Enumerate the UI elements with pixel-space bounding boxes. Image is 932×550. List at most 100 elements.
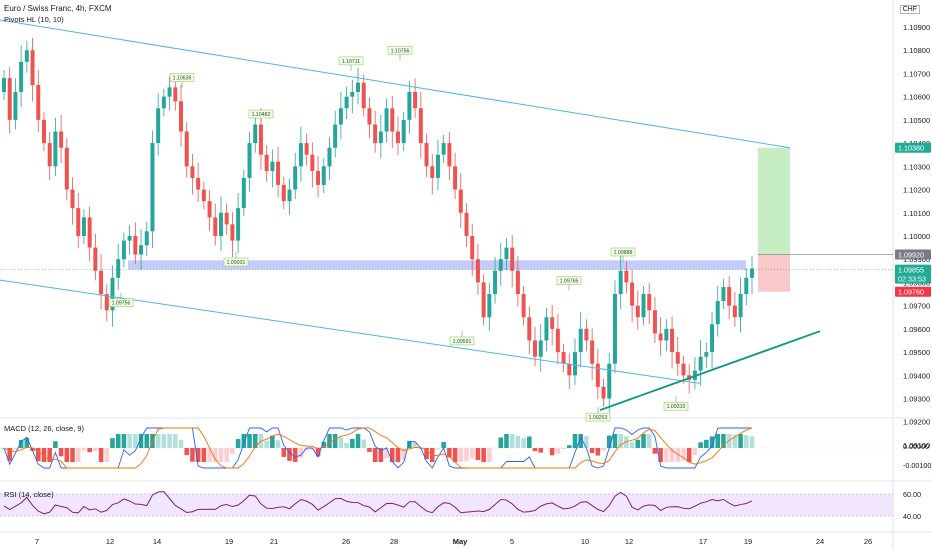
macd-histogram-bar <box>35 448 41 462</box>
candle-body <box>538 340 543 357</box>
macd-histogram-bar <box>201 448 207 462</box>
candle-body <box>316 170 321 185</box>
macd-histogram-bar <box>515 435 521 448</box>
candle-body <box>201 189 206 202</box>
price-tick-label: 1.09700 <box>903 302 930 311</box>
macd-histogram-bar <box>212 448 218 462</box>
macd-histogram-bar <box>532 448 538 452</box>
price-tag <box>895 249 931 260</box>
price-tick-label: 1.10000 <box>903 232 930 241</box>
macd-title[interactable]: MACD (12, 26, close, 9) <box>4 424 85 433</box>
trendline-support <box>599 330 821 411</box>
pivot-label: 1.09756 <box>112 301 131 307</box>
time-tick-label: 14 <box>153 537 161 546</box>
candle-body <box>487 294 492 318</box>
indicator-title[interactable]: Pivots HL (10, 10) <box>4 15 64 24</box>
candle-body <box>424 143 429 167</box>
time-tick-label: 12 <box>625 537 633 546</box>
pivot-label: 1.10639 <box>173 76 192 82</box>
candle-body <box>493 270 498 295</box>
candle-body <box>595 363 600 387</box>
symbol-title[interactable]: Euro / Swiss Franc, 4h, FXCM <box>4 4 112 13</box>
pivot-label-box <box>449 336 475 346</box>
macd-histogram-bar <box>224 448 229 462</box>
candle-body <box>744 277 749 295</box>
candle-body <box>24 50 29 62</box>
price-tick-label: 1.10500 <box>903 116 930 125</box>
pivot-label: 1.10756 <box>391 48 410 54</box>
macd-histogram-bar <box>549 448 555 456</box>
channel-lower <box>0 279 701 384</box>
candle-body <box>561 352 566 364</box>
macd-histogram-bar <box>344 442 349 448</box>
macd-histogram-bar <box>652 448 658 454</box>
macd-histogram-bar <box>709 436 715 448</box>
candle-body <box>298 143 303 167</box>
time-tick-label: May <box>453 537 468 546</box>
candle-body <box>13 92 18 120</box>
candle-body <box>590 340 595 364</box>
candle-body <box>521 294 526 318</box>
macd-histogram-bar <box>715 434 721 448</box>
macd-histogram-bar <box>664 448 669 462</box>
candle-body <box>435 154 440 178</box>
pivot-label-box <box>663 401 689 411</box>
macd-histogram-bar <box>704 439 709 448</box>
macd-histogram-bar <box>315 448 321 457</box>
macd-histogram-bar <box>372 448 378 462</box>
candle-body <box>327 147 332 167</box>
macd-histogram-bar <box>504 434 509 448</box>
currency-badge[interactable]: CHF <box>899 5 920 14</box>
candle-body <box>441 143 446 155</box>
macd-histogram-bar <box>292 448 298 462</box>
macd-histogram-bar <box>264 440 269 448</box>
macd-histogram-bar <box>64 448 70 462</box>
candle-body <box>230 224 235 241</box>
candle-body <box>498 259 503 271</box>
candle-body <box>624 270 629 283</box>
pivot-labels: 1.09756 1.10639 1.09931 1.10482 1.10711 1.107… <box>108 46 689 422</box>
candle-body <box>213 217 218 236</box>
macd-histogram-bar <box>521 438 526 448</box>
candle-body <box>390 108 395 132</box>
macd-histogram-bar <box>178 439 184 448</box>
macd-histogram-bar <box>561 448 566 450</box>
pivot-label-box <box>108 298 134 307</box>
candle-body <box>99 270 104 295</box>
macd-histogram-bar <box>469 448 475 459</box>
candle-body <box>121 240 126 260</box>
candle-body <box>647 294 652 311</box>
rsi-tick-label: 60.00 <box>903 490 921 499</box>
macd-histogram-bar <box>361 439 367 448</box>
macd-histogram-bar <box>646 434 652 448</box>
macd-histogram-bar <box>235 439 241 448</box>
candle-body <box>395 131 400 144</box>
macd-histogram-bar <box>24 438 30 448</box>
candle-body <box>270 161 275 171</box>
candle-body <box>510 247 515 271</box>
macd-histogram-bar <box>70 448 75 462</box>
candle-body <box>36 85 41 120</box>
macd-histogram-bar <box>304 448 309 450</box>
candle-body <box>664 328 669 341</box>
price-tick-label: 1.09900 <box>903 255 930 264</box>
macd-histogram-bar <box>538 448 544 453</box>
candle-body <box>618 270 623 295</box>
macd-histogram-bar <box>58 448 64 457</box>
macd-histogram-bar <box>115 434 121 448</box>
pivot-label: 1.09931 <box>227 260 246 266</box>
pivot-label-box <box>338 56 364 66</box>
rsi-title[interactable]: RSI (14, close) <box>4 490 54 499</box>
candle-body <box>578 328 583 353</box>
macd-histogram-bar <box>81 448 87 451</box>
macd-histogram-bar <box>584 436 589 448</box>
macd-histogram-bar <box>441 441 446 448</box>
candle-body <box>104 294 109 311</box>
candle-body <box>133 235 138 255</box>
candle-body <box>572 352 577 376</box>
macd-histogram-bar <box>184 448 190 456</box>
candle-body <box>475 259 480 283</box>
price-tick-label: 1.10600 <box>903 93 930 102</box>
